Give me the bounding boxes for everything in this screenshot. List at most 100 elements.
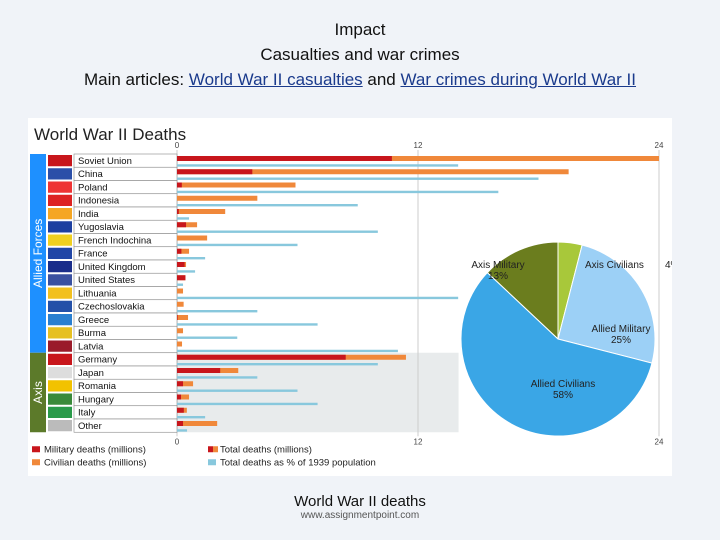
- category-label-china: China: [78, 169, 104, 180]
- bar-military-united-kingdom: [177, 262, 185, 267]
- bar-military-greece: [177, 315, 178, 320]
- bar-total-india: [177, 209, 226, 214]
- pie-value-allied-civilians: 58%: [553, 390, 573, 401]
- category-label-greece: Greece: [78, 315, 109, 326]
- bar-total-czechoslovakia: [177, 301, 184, 307]
- flag-united-states: [48, 274, 72, 286]
- pie-label-allied-civilians: Allied Civilians: [531, 379, 595, 390]
- legend-percent-swatch-0: [208, 459, 216, 466]
- flag-lithuania: [48, 287, 72, 299]
- chart-caption: World War II deaths: [294, 493, 426, 510]
- bar-percent-french-indochina: [177, 243, 298, 247]
- flag-hungary: [48, 393, 72, 405]
- bar-total-soviet-union: [177, 156, 659, 161]
- link-war-crimes[interactable]: War crimes during World War II: [400, 70, 637, 89]
- bar-total-french-indochina: [177, 235, 208, 241]
- tick-top-12: 12: [414, 141, 423, 150]
- main-articles-line: Main articles: World War II casualties a…: [0, 70, 720, 90]
- bar-percent-united-states: [177, 283, 184, 286]
- bar-military-poland: [177, 182, 182, 188]
- chart-image: World War II Deaths 0 0 12 12 24 24 Allied Forc…: [28, 118, 680, 476]
- bar-total-yugoslavia: [177, 222, 198, 228]
- category-label-burma: Burma: [78, 328, 107, 339]
- tick-bottom-24: 24: [655, 437, 664, 446]
- bar-percent-germany: [177, 363, 378, 366]
- legend-percent-label: Total deaths as % of 1939 population: [220, 457, 376, 468]
- pie-slice-allied-civilians: [460, 271, 653, 437]
- pie-slice-allied-military: [557, 244, 656, 364]
- bar-percent-hungary: [177, 402, 318, 406]
- bar-military-united-states: [177, 275, 186, 281]
- flag-other: [48, 420, 72, 432]
- axis-label: Axis: [31, 381, 45, 404]
- bar-total-romania: [177, 381, 194, 387]
- bar-percent-poland: [177, 190, 499, 194]
- category-label-italy: Italy: [78, 408, 96, 419]
- category-label-lithuania: Lithuania: [78, 288, 117, 299]
- main-articles-and: and: [362, 70, 401, 89]
- allied-forces-band: [30, 154, 46, 353]
- flag-poland: [48, 181, 72, 193]
- pie-slice-axis-military: [486, 241, 559, 341]
- category-label-united-kingdom: United Kingdom: [78, 262, 146, 273]
- bar-total-greece: [177, 315, 189, 320]
- flag-japan: [48, 367, 72, 379]
- legend-military-swatch-0: [32, 446, 40, 453]
- bar-percent-other: [177, 429, 188, 432]
- bar-total-france: [177, 248, 190, 254]
- tick-top-24: 24: [655, 141, 664, 150]
- bar-total-china: [177, 169, 569, 175]
- bar-percent-yugoslavia: [177, 230, 378, 233]
- tick-top-0: 0: [175, 141, 180, 150]
- category-label-indonesia: Indonesia: [78, 196, 120, 207]
- category-label-hungary: Hungary: [78, 394, 114, 405]
- legend-civilian-swatch-0: [32, 459, 40, 466]
- category-label-france: France: [78, 249, 108, 260]
- axis-shade-region: [177, 352, 459, 433]
- flag-italy: [48, 406, 72, 418]
- category-label-czechoslovakia: Czechoslovakia: [78, 302, 145, 313]
- bar-military-india: [177, 209, 179, 214]
- bar-total-lithuania: [177, 288, 184, 294]
- bar-total-hungary: [177, 394, 190, 400]
- bar-percent-china: [177, 177, 539, 180]
- pie-label-axis-military: Axis Military: [471, 260, 524, 271]
- legend-civilian-label: Civilian deaths (millions): [44, 457, 146, 468]
- flag-burma: [48, 327, 72, 339]
- flag-romania: [48, 380, 72, 392]
- category-label-soviet-union: Soviet Union: [78, 156, 132, 167]
- pie-value-allied-military: 25%: [611, 335, 631, 346]
- chart-title: World War II Deaths: [34, 125, 186, 144]
- pie-label-axis-civilians: Axis Civilians: [585, 260, 644, 271]
- slide-subtitle: Casualties and war crimes: [260, 45, 460, 64]
- pie-value-axis-civilians: 4%: [665, 260, 672, 271]
- flag-india: [48, 208, 72, 220]
- legend-total-swatch-0: [208, 446, 213, 453]
- category-label-other: Other: [78, 421, 102, 432]
- bar-percent-czechoslovakia: [177, 310, 258, 313]
- bar-total-poland: [177, 182, 296, 188]
- pie-value-axis-military: 13%: [488, 271, 508, 282]
- allied-forces-label: Allied Forces: [31, 219, 45, 288]
- category-label-germany: Germany: [78, 355, 117, 366]
- legend-total-label: Total deaths (millions): [220, 444, 312, 455]
- flag-soviet-union: [48, 155, 72, 167]
- bar-total-latvia: [177, 341, 183, 347]
- link-ww2-casualties[interactable]: World War II casualties: [188, 70, 363, 89]
- main-articles-prefix: Main articles:: [83, 70, 189, 89]
- tick-bottom-0: 0: [175, 437, 180, 446]
- legend-total-swatch-1: [213, 446, 218, 453]
- bar-military-china: [177, 169, 253, 175]
- category-label-united-states: United States: [78, 275, 135, 286]
- bar-percent-japan: [177, 376, 258, 379]
- bar-percent-india: [177, 217, 190, 220]
- bar-total-burma: [177, 328, 184, 334]
- flag-united-kingdom: [48, 261, 72, 273]
- bar-percent-burma: [177, 336, 238, 339]
- bar-percent-italy: [177, 416, 206, 419]
- legend-military-label: Military deaths (millions): [44, 444, 146, 455]
- bar-total-indonesia: [177, 195, 258, 201]
- bar-percent-romania: [177, 389, 298, 392]
- bar-percent-indonesia: [177, 204, 358, 207]
- bar-military-italy: [177, 407, 184, 413]
